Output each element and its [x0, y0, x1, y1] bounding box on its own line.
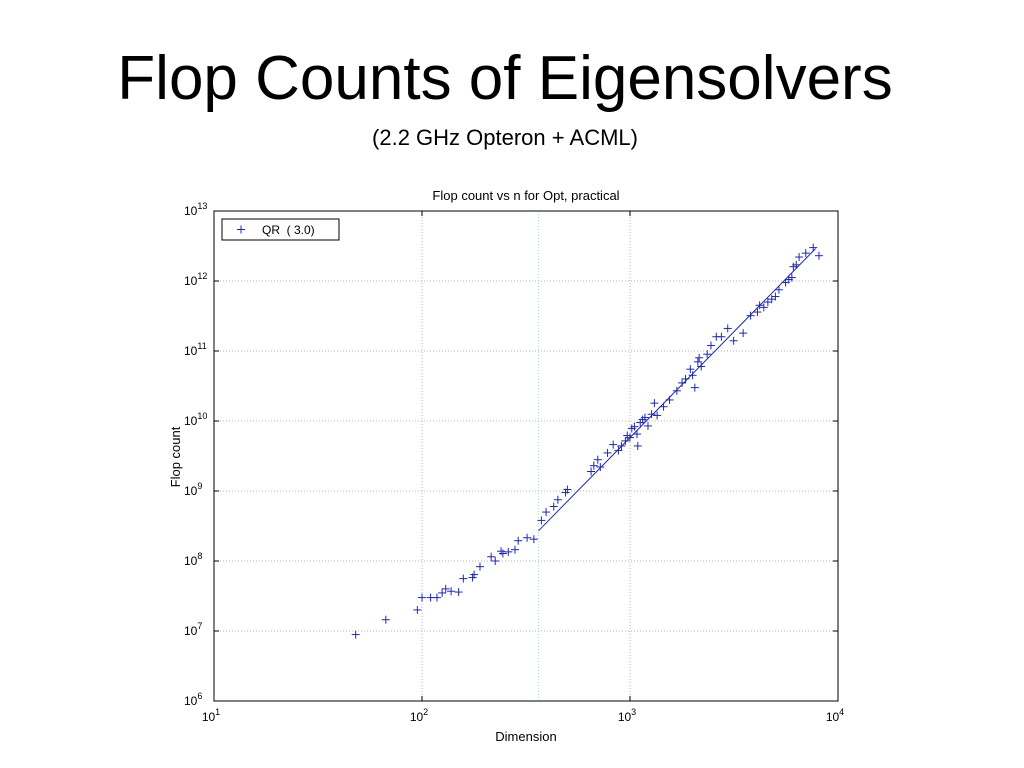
- data-point: [418, 593, 426, 602]
- data-point: [706, 341, 715, 350]
- data-point: [681, 374, 690, 383]
- slide-subtitle: (2.2 GHz Opteron + ACML): [372, 125, 638, 150]
- x-tick-label: 101: [202, 707, 220, 724]
- data-point: [413, 605, 422, 614]
- legend-label: QR ( 3.0): [262, 223, 315, 237]
- data-point: [753, 308, 762, 317]
- slide-title: Flop Counts of Eigensolvers: [117, 44, 893, 113]
- data-point: [441, 584, 450, 593]
- data-point: [459, 574, 468, 583]
- data-point: [504, 547, 513, 556]
- data-point: [665, 395, 674, 404]
- data-point: [587, 467, 596, 476]
- data-point: [640, 413, 649, 422]
- x-axis-label: Dimension: [495, 729, 556, 744]
- data-point: [475, 562, 484, 571]
- data-point: [511, 545, 520, 554]
- data-point: [647, 410, 656, 419]
- data-point: [438, 588, 447, 597]
- grid-lines: [214, 211, 838, 701]
- y-axis-label: Flop count: [168, 426, 183, 487]
- data-point: [621, 436, 630, 445]
- y-tick-label: 107: [184, 621, 202, 638]
- data-point: [695, 353, 704, 362]
- x-tick-label: 103: [618, 707, 636, 724]
- data-point: [653, 411, 662, 420]
- data-point: [617, 441, 626, 450]
- data-point: [447, 587, 456, 596]
- data-point: [814, 251, 823, 260]
- data-point: [633, 441, 642, 450]
- data-point: [497, 547, 506, 556]
- y-tick-label: 106: [184, 691, 202, 708]
- data-point: [626, 433, 634, 442]
- chart-title: Flop count vs n for Opt, practical: [432, 188, 619, 203]
- y-tick-label: 1011: [184, 341, 207, 358]
- data-point: [717, 332, 726, 341]
- data-point: [787, 273, 796, 282]
- data-point: [491, 557, 500, 565]
- data-point: [792, 260, 801, 269]
- data-point: [609, 440, 618, 449]
- x-tick-label: 102: [410, 707, 428, 724]
- data-point: [523, 533, 532, 542]
- data-point: [381, 615, 390, 624]
- legend: QR ( 3.0): [221, 218, 340, 241]
- x-tick-label: 104: [826, 707, 844, 724]
- data-point: [432, 593, 441, 602]
- data-point: [678, 378, 687, 387]
- data-point: [723, 324, 732, 333]
- data-point: [632, 430, 641, 439]
- data-point: [659, 402, 668, 411]
- data-point: [589, 461, 598, 470]
- data-point: [729, 336, 738, 345]
- data-point: [593, 455, 602, 464]
- data-point: [454, 588, 463, 597]
- data-point: [759, 303, 768, 312]
- data-point: [650, 399, 659, 408]
- data-point: [755, 301, 764, 310]
- data-point: [614, 446, 623, 455]
- y-tick-label: 1013: [184, 201, 207, 218]
- axis-ticks: 101 102 103 104 106 107 108 109 1010 1011 1012 1013: [184, 201, 844, 724]
- data-point: [596, 463, 605, 472]
- data-point: [795, 253, 804, 262]
- data-point: [537, 516, 546, 525]
- data-point: [498, 549, 507, 558]
- y-tick-label: 109: [184, 481, 202, 498]
- data-point: [771, 292, 780, 301]
- data-point: [703, 350, 712, 359]
- data-point: [643, 421, 652, 430]
- data-point: [529, 535, 538, 544]
- data-point: [809, 243, 818, 252]
- plot-frame: [213, 210, 839, 702]
- data-point: [697, 362, 706, 371]
- data-point: [470, 570, 479, 579]
- data-point: [487, 552, 496, 561]
- data-point: [693, 357, 702, 366]
- data-points: [351, 243, 823, 639]
- y-tick-label: 108: [184, 551, 202, 568]
- data-point: [672, 386, 681, 395]
- legend-box: [221, 218, 340, 241]
- data-point: [603, 448, 612, 457]
- data-point: [563, 485, 572, 494]
- data-point: [351, 630, 360, 639]
- data-point: [514, 536, 523, 545]
- data-point: [553, 495, 562, 504]
- data-point: [801, 249, 810, 258]
- data-point: [739, 329, 748, 338]
- data-point: [542, 508, 551, 517]
- data-point: [686, 365, 695, 374]
- data-point: [630, 422, 639, 431]
- data-point: [688, 371, 697, 380]
- data-point: [774, 285, 783, 294]
- data-point: [690, 383, 699, 392]
- y-tick-label: 1012: [184, 271, 207, 288]
- data-point: [746, 311, 755, 320]
- y-tick-label: 1010: [184, 411, 207, 428]
- data-point: [549, 502, 558, 511]
